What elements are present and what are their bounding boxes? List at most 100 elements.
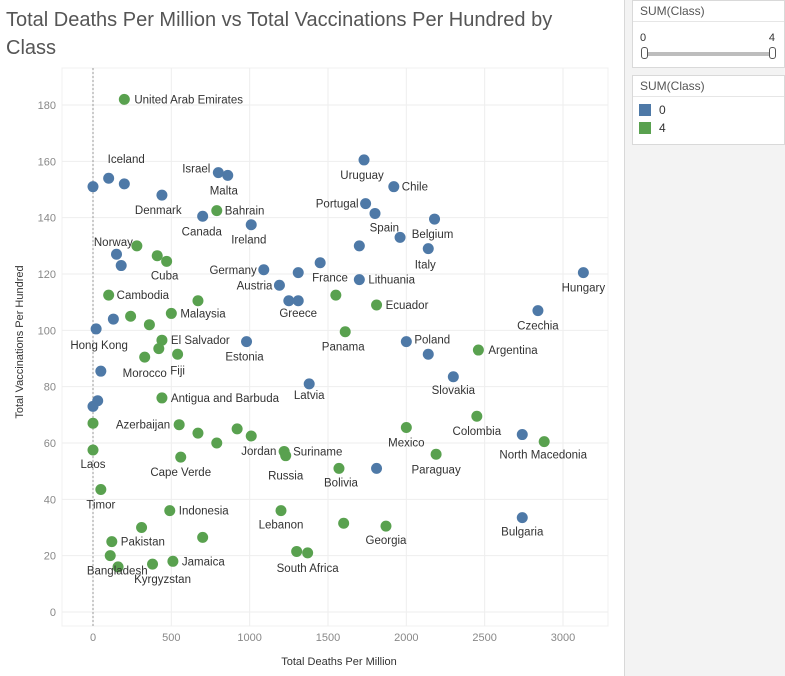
y-tick-label: 0 [50, 607, 56, 619]
data-point-series-4[interactable] [156, 334, 168, 346]
data-point-series-4[interactable] [125, 310, 137, 322]
data-point-series-0[interactable] [388, 181, 400, 193]
data-point-series-4[interactable] [192, 295, 204, 307]
data-point-series-4[interactable] [106, 536, 118, 548]
data-point-series-0[interactable] [87, 400, 99, 412]
data-point-series-0[interactable] [222, 169, 234, 181]
y-tick-label: 140 [38, 213, 56, 225]
data-point-series-0[interactable] [241, 336, 253, 348]
data-point-series-4[interactable] [87, 444, 99, 456]
data-point-series-0[interactable] [292, 267, 304, 279]
point-label: Ecuador [386, 300, 429, 312]
data-point-series-4[interactable] [118, 93, 130, 105]
data-point-series-4[interactable] [192, 427, 204, 439]
data-point-series-4[interactable] [380, 520, 392, 532]
data-point-series-0[interactable] [447, 371, 459, 383]
data-point-series-4[interactable] [136, 522, 148, 533]
data-point-series-4[interactable] [172, 348, 184, 360]
data-point-series-4[interactable] [167, 555, 179, 567]
point-label: Estonia [225, 352, 264, 364]
point-label: Norway [94, 237, 133, 249]
legend-item-4[interactable]: 4 [633, 119, 784, 137]
data-point-series-4[interactable] [104, 550, 116, 562]
data-point-series-0[interactable] [353, 240, 365, 252]
data-point-series-0[interactable] [532, 305, 544, 317]
data-point-series-4[interactable] [330, 289, 342, 301]
data-point-series-4[interactable] [211, 205, 223, 217]
data-point-series-4[interactable] [538, 436, 550, 448]
data-point-series-4[interactable] [339, 326, 351, 338]
data-point-series-0[interactable] [358, 154, 370, 166]
data-point-series-4[interactable] [164, 505, 176, 517]
data-point-series-4[interactable] [175, 451, 187, 463]
data-point-series-0[interactable] [516, 429, 528, 441]
data-point-series-4[interactable] [430, 448, 442, 460]
data-point-series-0[interactable] [400, 336, 412, 348]
data-point-series-4[interactable] [87, 417, 99, 429]
data-point-series-0[interactable] [118, 178, 130, 190]
data-point-series-4[interactable] [103, 289, 115, 301]
filter-panel: SUM(Class) 0 4 SUM(Class) 0 4 [624, 0, 785, 676]
point-label: Jamaica [182, 556, 225, 568]
data-point-series-0[interactable] [115, 260, 127, 272]
slider-max-handle[interactable] [769, 47, 776, 59]
data-point-series-4[interactable] [471, 410, 483, 422]
data-point-series-0[interactable] [87, 181, 99, 193]
data-point-series-4[interactable] [153, 343, 165, 355]
data-point-series-0[interactable] [156, 189, 168, 201]
data-point-series-4[interactable] [139, 351, 151, 363]
data-point-series-0[interactable] [353, 274, 365, 286]
y-tick-label: 60 [44, 438, 56, 450]
data-point-series-4[interactable] [131, 240, 143, 252]
slider-track[interactable] [643, 52, 773, 56]
data-point-series-0[interactable] [314, 257, 326, 269]
data-point-series-0[interactable] [292, 295, 304, 307]
data-point-series-4[interactable] [143, 319, 155, 331]
point-label: Greece [279, 308, 317, 320]
data-point-series-0[interactable] [429, 213, 441, 225]
data-point-series-0[interactable] [516, 512, 528, 524]
data-point-series-4[interactable] [338, 517, 350, 529]
data-point-series-0[interactable] [360, 198, 372, 210]
data-point-series-0[interactable] [107, 313, 119, 325]
data-point-series-4[interactable] [280, 450, 292, 462]
data-point-series-4[interactable] [275, 505, 287, 517]
data-point-series-4[interactable] [161, 255, 173, 267]
data-point-series-0[interactable] [258, 264, 270, 276]
data-point-series-0[interactable] [197, 210, 209, 222]
data-point-series-4[interactable] [173, 419, 185, 431]
data-point-series-4[interactable] [151, 250, 163, 262]
data-point-series-0[interactable] [422, 243, 434, 255]
data-point-series-0[interactable] [245, 219, 257, 231]
data-point-series-4[interactable] [197, 531, 209, 543]
data-point-series-4[interactable] [112, 561, 124, 573]
data-point-series-4[interactable] [147, 558, 159, 570]
data-point-series-0[interactable] [371, 462, 383, 474]
data-point-series-0[interactable] [212, 167, 224, 179]
data-point-series-0[interactable] [283, 295, 295, 307]
data-point-series-0[interactable] [577, 267, 589, 279]
data-point-series-0[interactable] [303, 378, 315, 390]
data-point-series-4[interactable] [245, 430, 257, 442]
data-point-series-4[interactable] [371, 299, 383, 311]
data-point-series-4[interactable] [400, 422, 412, 434]
data-point-series-4[interactable] [472, 344, 484, 356]
data-point-series-4[interactable] [95, 483, 107, 495]
data-point-series-0[interactable] [95, 365, 107, 377]
data-point-series-0[interactable] [369, 207, 381, 219]
data-point-series-0[interactable] [103, 172, 115, 184]
data-point-series-4[interactable] [302, 547, 314, 559]
data-point-series-4[interactable] [165, 307, 177, 319]
data-point-series-0[interactable] [273, 279, 285, 291]
data-point-series-4[interactable] [291, 545, 303, 557]
legend-item-0[interactable]: 0 [633, 101, 784, 119]
data-point-series-0[interactable] [394, 231, 406, 243]
data-point-series-0[interactable] [90, 323, 102, 335]
data-point-series-0[interactable] [422, 348, 434, 360]
slider-min-handle[interactable] [641, 47, 648, 59]
data-point-series-4[interactable] [211, 437, 223, 449]
data-point-series-0[interactable] [111, 248, 122, 260]
data-point-series-4[interactable] [156, 392, 168, 404]
data-point-series-4[interactable] [333, 462, 345, 474]
data-point-series-4[interactable] [231, 423, 243, 435]
